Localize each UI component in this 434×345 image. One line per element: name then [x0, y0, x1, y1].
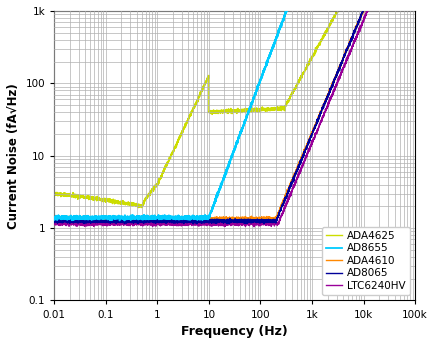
ADA4625	[135, 206, 141, 210]
Legend: ADA4625, AD8655, ADA4610, AD8065, LTC6240HV: ADA4625, AD8655, ADA4610, AD8065, LTC624…	[322, 227, 409, 295]
AD8065	[313, 121, 319, 125]
LTC6240HV	[203, 221, 208, 225]
ADA4610	[51, 217, 56, 221]
ADA4625	[206, 73, 211, 77]
LTC6240HV	[206, 220, 211, 225]
LTC6240HV	[251, 225, 256, 229]
AD8065	[223, 219, 228, 223]
AD8065	[51, 218, 56, 222]
AD8065	[203, 219, 208, 223]
Line: LTC6240HV: LTC6240HV	[54, 0, 414, 227]
X-axis label: Frequency (Hz): Frequency (Hz)	[181, 325, 287, 338]
Line: AD8655: AD8655	[54, 0, 414, 220]
ADA4610	[223, 216, 228, 220]
ADA4625	[203, 80, 208, 84]
ADA4610	[313, 121, 319, 125]
ADA4610	[203, 217, 208, 221]
AD8655	[122, 218, 127, 223]
ADA4625	[313, 47, 319, 51]
LTC6240HV	[223, 222, 228, 226]
Line: ADA4610: ADA4610	[54, 0, 414, 222]
LTC6240HV	[313, 131, 319, 136]
LTC6240HV	[51, 221, 56, 225]
AD8655	[51, 216, 56, 220]
ADA4625	[51, 191, 56, 195]
ADA4610	[211, 220, 216, 224]
Y-axis label: Current Noise (fA√Hz): Current Noise (fA√Hz)	[7, 83, 20, 229]
AD8655	[203, 216, 208, 220]
AD8065	[206, 219, 211, 224]
AD8655	[206, 215, 211, 219]
Line: AD8065: AD8065	[54, 0, 414, 224]
Line: ADA4625: ADA4625	[54, 0, 414, 208]
ADA4625	[223, 109, 228, 114]
AD8065	[190, 222, 195, 226]
ADA4610	[206, 218, 211, 222]
AD8655	[223, 173, 228, 177]
